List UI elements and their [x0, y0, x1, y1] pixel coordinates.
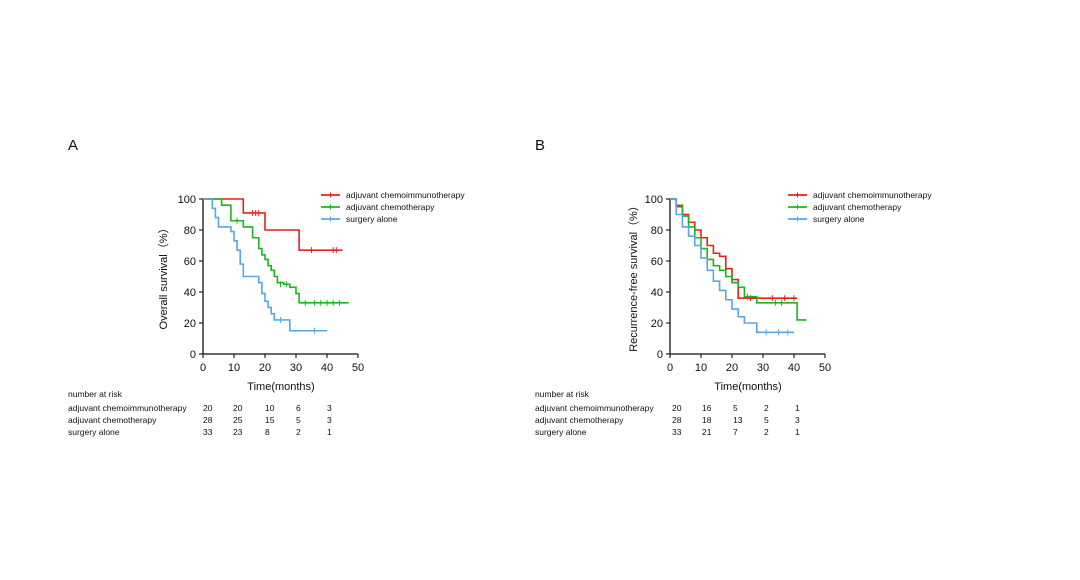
risk-value: 21 — [702, 427, 712, 437]
survival-curve-series-1 — [203, 198, 349, 304]
risk-value: 16 — [702, 403, 712, 413]
legend-label-2: surgery alone — [813, 214, 865, 224]
legend-label-0: adjuvant chemoimmunotherapy — [813, 190, 932, 200]
legend-a: adjuvant chemoimmunotherapy adjuvant chem… — [321, 190, 465, 224]
x-axis-label-a: Time(months) — [247, 381, 314, 393]
x-tick-label: 10 — [695, 362, 707, 374]
risk-value: 33 — [203, 427, 213, 437]
risk-value: 15 — [265, 415, 275, 425]
risk-value: 3 — [327, 403, 332, 413]
x-axis-label-b: Time(months) — [714, 381, 781, 393]
risk-value: 3 — [795, 415, 800, 425]
x-tick-label: 20 — [259, 362, 271, 374]
risk-value: 20 — [672, 403, 682, 413]
x-tick-label: 50 — [352, 362, 364, 374]
panel-label-b: B — [535, 137, 545, 154]
risk-value: 1 — [327, 427, 332, 437]
x-tick-label: 40 — [321, 362, 333, 374]
risk-value: 28 — [672, 415, 682, 425]
risk-row-label-b-0: adjuvant chemoimmunotherapy — [535, 403, 654, 413]
panel-label-a: A — [68, 137, 78, 154]
y-tick-label: 0 — [657, 349, 663, 361]
risk-value: 23 — [233, 427, 243, 437]
x-tick-label: 50 — [819, 362, 831, 374]
risk-value: 28 — [203, 415, 213, 425]
risk-row-label-b-2: surgery alone — [535, 427, 587, 437]
curves-b — [670, 198, 807, 336]
risk-value: 6 — [296, 403, 301, 413]
risk-value: 18 — [702, 415, 712, 425]
y-tick-label: 60 — [184, 256, 196, 268]
risk-row-label-a-2: surgery alone — [68, 427, 120, 437]
y-tick-label: 40 — [184, 287, 196, 299]
legend-label-1: adjuvant chemotherapy — [813, 202, 902, 212]
risk-value: 13 — [733, 415, 743, 425]
risk-value: 3 — [327, 415, 332, 425]
axes-a: 0 10 20 30 40 50 0 20 40 60 80 100 — [178, 194, 364, 374]
x-tick-label: 30 — [290, 362, 302, 374]
y-tick-label: 80 — [651, 225, 663, 237]
y-tick-label: 20 — [651, 318, 663, 330]
risk-value: 7 — [733, 427, 738, 437]
risk-value: 20 — [203, 403, 213, 413]
y-tick-label: 80 — [184, 225, 196, 237]
risk-value: 33 — [672, 427, 682, 437]
y-tick-label: 100 — [645, 194, 663, 206]
legend-label-1: adjuvant chemotherapy — [346, 202, 435, 212]
risk-value: 5 — [764, 415, 769, 425]
risk-table-header-a: number at risk — [68, 389, 123, 399]
legend-label-2: surgery alone — [346, 214, 398, 224]
x-tick-label: 30 — [757, 362, 769, 374]
risk-table-a: number at risk adjuvant chemoimmunothera… — [68, 389, 332, 437]
survival-curve-series-0 — [203, 198, 343, 251]
x-tick-label: 20 — [726, 362, 738, 374]
risk-value: 2 — [296, 427, 301, 437]
risk-row-label-a-1: adjuvant chemotherapy — [68, 415, 157, 425]
panel-a: A 0 10 20 30 40 50 0 20 40 60 80 100 Time(months) O… — [68, 137, 465, 437]
x-tick-label: 0 — [667, 362, 673, 374]
risk-value: 2 — [764, 403, 769, 413]
risk-table-b: number at risk adjuvant chemoimmunothera… — [535, 389, 800, 437]
risk-value: 20 — [233, 403, 243, 413]
risk-row-label-a-0: adjuvant chemoimmunotherapy — [68, 403, 187, 413]
y-tick-label: 0 — [190, 349, 196, 361]
risk-value: 25 — [233, 415, 243, 425]
risk-value: 10 — [265, 403, 275, 413]
x-tick-label: 0 — [200, 362, 206, 374]
risk-values-b: 20 16 5 2 128 18 13 5 333 21 7 2 1 — [672, 403, 800, 437]
survival-curve-series-1 — [670, 198, 807, 321]
x-tick-label: 40 — [788, 362, 800, 374]
risk-values-a: 20 20 10 6 328 25 15 5 333 23 8 2 1 — [203, 403, 332, 437]
y-tick-label: 100 — [178, 194, 196, 206]
y-tick-label: 20 — [184, 318, 196, 330]
risk-value: 5 — [296, 415, 301, 425]
survival-curve-series-2 — [203, 198, 327, 332]
legend-b: adjuvant chemoimmunotherapy adjuvant chem… — [788, 190, 932, 224]
risk-table-header-b: number at risk — [535, 389, 590, 399]
panel-b: B 0 10 20 30 40 50 0 20 40 60 80 100 Time(months) R… — [535, 137, 932, 437]
risk-row-label-b-1: adjuvant chemotherapy — [535, 415, 624, 425]
risk-value: 2 — [764, 427, 769, 437]
y-tick-label: 40 — [651, 287, 663, 299]
risk-value: 1 — [795, 403, 800, 413]
risk-value: 8 — [265, 427, 270, 437]
legend-label-0: adjuvant chemoimmunotherapy — [346, 190, 465, 200]
x-tick-label: 10 — [228, 362, 240, 374]
y-axis-label-b: Recurrence-free survival（%） — [627, 200, 640, 352]
axes-b: 0 10 20 30 40 50 0 20 40 60 80 100 — [645, 194, 831, 374]
y-axis-label-a: Overall survival（%） — [157, 223, 170, 330]
curves-a — [203, 198, 349, 334]
risk-value: 1 — [795, 427, 800, 437]
survival-curve-series-2 — [670, 198, 794, 334]
y-tick-label: 60 — [651, 256, 663, 268]
risk-value: 5 — [733, 403, 738, 413]
